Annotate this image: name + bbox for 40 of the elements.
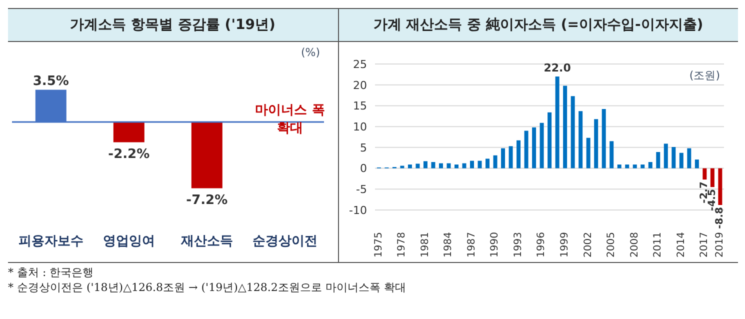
x-tick-label: 1978	[396, 232, 408, 258]
x-tick-label: 피용자보수	[18, 234, 84, 250]
x-tick-label: 2005	[606, 232, 618, 258]
data-label: 22.0	[544, 62, 572, 75]
x-tick-label: 영업잉여	[103, 234, 155, 250]
x-tick-label: 2011	[652, 232, 664, 258]
text: (%)	[300, 46, 320, 59]
x-tick-label: 2002	[582, 232, 594, 258]
y-tick-label: 20	[353, 78, 367, 92]
data-label: 3.5%	[32, 74, 69, 89]
y-tick-label: 5	[360, 141, 367, 154]
y-tick-label: 25	[353, 58, 367, 71]
y-tick-label: 0	[360, 162, 367, 176]
annotation: (조원)	[689, 68, 720, 83]
x-tick-label: 2008	[629, 232, 640, 258]
x-tick-label: 1981	[420, 232, 431, 258]
x-tick-label: 1993	[512, 232, 524, 258]
text: * 순경상이전은 ('18년)△126.8조원 → ('19년)△128.2조원으로 마이너스폭 확대	[8, 280, 407, 295]
annotation: 마이너스 폭 확대	[254, 102, 326, 138]
x-tick-label: 1984	[443, 232, 454, 258]
data-label: -7.2%	[186, 193, 228, 208]
data-label: -8.8	[714, 206, 726, 229]
x-tick-label: 2019	[714, 232, 726, 258]
text: * 출처 : 한국은행	[8, 265, 95, 280]
y-tick-label: -5	[356, 183, 367, 196]
x-tick-label: 재산소득	[180, 234, 233, 250]
x-tick-label: 2014	[676, 232, 687, 258]
x-tick-label: 1990	[490, 232, 501, 258]
chart-title: 가계소득 항목별 증감률 ('19년)	[69, 16, 276, 35]
chart-title: 가계 재산소득 중 純이자소득 (=이자수입-이자지출)	[338, 9, 738, 41]
x-tick-label: 1996	[536, 232, 548, 258]
x-tick-label: 1987	[466, 232, 478, 258]
y-tick-label: 10	[353, 120, 367, 134]
y-tick-label: -10	[349, 204, 367, 217]
x-tick-label: 순경상이전	[252, 234, 318, 250]
x-tick-label: 1999	[560, 232, 571, 258]
data-label: -2.2%	[108, 147, 150, 162]
y-tick-label: 15	[353, 100, 367, 113]
x-tick-label: 2017	[699, 232, 710, 258]
x-tick-label: 1975	[373, 232, 384, 258]
